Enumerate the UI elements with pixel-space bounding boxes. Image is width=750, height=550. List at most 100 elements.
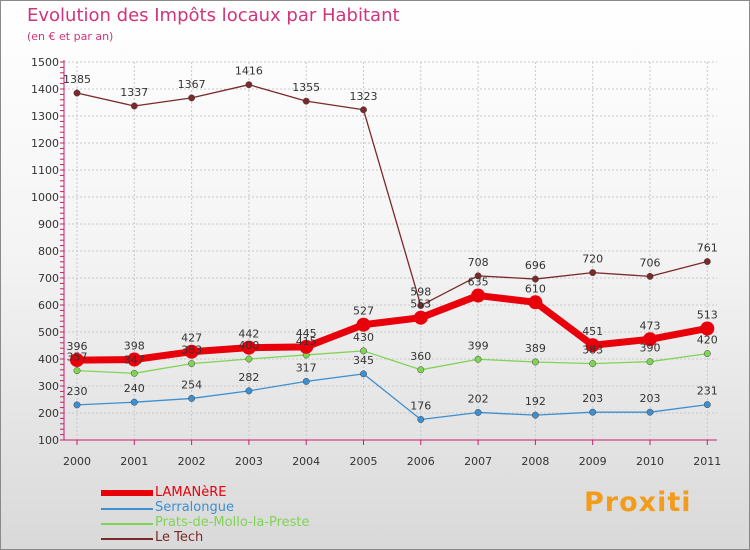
y-tick-label-500: 500 bbox=[38, 326, 59, 339]
data-label-serralongue-2009: 203 bbox=[582, 392, 603, 405]
data-label-le-tech-2011: 761 bbox=[697, 242, 718, 255]
y-tick-label-400: 400 bbox=[38, 353, 59, 366]
point-prats-2000 bbox=[73, 367, 81, 375]
point-le-tech-2011 bbox=[703, 258, 711, 265]
point-prats-2006 bbox=[417, 366, 425, 374]
data-label-prats-2009: 383 bbox=[582, 344, 603, 357]
data-label-le-tech-2005: 1323 bbox=[350, 90, 378, 103]
point-serralongue-2010 bbox=[646, 408, 654, 416]
point-le-tech-2003 bbox=[245, 81, 253, 89]
point-lamanere-2011 bbox=[700, 321, 715, 336]
x-tick-label-2006: 2006 bbox=[407, 455, 435, 468]
point-prats-2001 bbox=[130, 369, 138, 377]
y-tick-label-600: 600 bbox=[38, 299, 59, 312]
point-prats-2011 bbox=[703, 350, 711, 358]
x-tick-label-2008: 2008 bbox=[521, 455, 549, 468]
point-lamanere-2002 bbox=[184, 344, 199, 359]
point-lamanere-2003 bbox=[241, 340, 256, 355]
x-tick-label-2009: 2009 bbox=[579, 455, 607, 468]
data-label-serralongue-2010: 203 bbox=[640, 392, 661, 405]
point-serralongue-2004 bbox=[302, 377, 310, 385]
x-tick-label-2003: 2003 bbox=[235, 455, 263, 468]
data-label-lamanere-2004: 445 bbox=[296, 327, 317, 340]
data-label-prats-2006: 360 bbox=[410, 350, 431, 363]
chart-title: Evolution des Impôts locaux par Habitant bbox=[27, 5, 400, 26]
point-serralongue-2005 bbox=[360, 370, 367, 378]
data-label-lamanere-2011: 513 bbox=[697, 308, 718, 321]
point-le-tech-2000 bbox=[73, 89, 81, 97]
point-lamanere-2006 bbox=[413, 310, 428, 325]
y-tick-label-100: 100 bbox=[38, 434, 59, 447]
data-label-le-tech-2007: 708 bbox=[468, 256, 489, 269]
data-label-prats-2002: 383 bbox=[181, 344, 202, 357]
data-label-serralongue-2007: 202 bbox=[468, 392, 489, 405]
data-label-serralongue-2000: 230 bbox=[67, 385, 88, 398]
point-serralongue-2002 bbox=[188, 394, 196, 402]
series-line-le-tech bbox=[76, 84, 708, 307]
x-tick-label-2001: 2001 bbox=[120, 455, 148, 468]
point-serralongue-2007 bbox=[474, 409, 482, 416]
x-tick-label-2005: 2005 bbox=[350, 455, 378, 468]
point-lamanere-2010 bbox=[643, 332, 657, 347]
point-le-tech-2009 bbox=[589, 269, 597, 277]
point-lamanere-2000 bbox=[70, 353, 84, 368]
data-label-serralongue-2002: 254 bbox=[181, 378, 202, 391]
data-label-le-tech-2006: 598 bbox=[410, 286, 431, 299]
legend-label-serralongue: Serralongue bbox=[155, 500, 234, 515]
point-le-tech-2005 bbox=[360, 106, 367, 114]
point-le-tech-2007 bbox=[474, 272, 482, 280]
data-label-le-tech-2002: 1367 bbox=[178, 78, 206, 91]
y-tick-label-200: 200 bbox=[38, 407, 59, 420]
point-prats-2007 bbox=[474, 355, 482, 363]
series-line-serralongue bbox=[76, 373, 708, 421]
series-line-lamanere bbox=[76, 292, 708, 364]
legend-swatch-serralongue bbox=[101, 508, 153, 510]
data-label-prats-2005: 430 bbox=[353, 331, 374, 344]
legend-label-prats: Prats-de-Mollo-la-Preste bbox=[155, 515, 310, 530]
y-tick-label-1100: 1100 bbox=[31, 164, 59, 177]
data-label-serralongue-2003: 282 bbox=[238, 371, 259, 384]
y-tick-label-1500: 1500 bbox=[31, 56, 59, 69]
chart-subtitle: (en € et par an) bbox=[27, 30, 114, 43]
data-label-le-tech-2003: 1416 bbox=[235, 65, 263, 78]
data-label-prats-2011: 420 bbox=[697, 334, 718, 347]
x-tick-label-2011: 2011 bbox=[693, 455, 721, 468]
point-le-tech-2001 bbox=[130, 102, 138, 110]
grid bbox=[64, 61, 717, 441]
y-tick-label-700: 700 bbox=[38, 272, 59, 285]
y-tick-label-900: 900 bbox=[38, 218, 59, 231]
data-label-lamanere-2002: 427 bbox=[181, 332, 202, 345]
point-lamanere-2001 bbox=[127, 352, 142, 367]
data-label-serralongue-2006: 176 bbox=[410, 399, 431, 412]
data-label-prats-2000: 357 bbox=[67, 351, 88, 364]
point-lamanere-2007 bbox=[471, 288, 486, 303]
point-lamanere-2005 bbox=[356, 317, 371, 332]
data-label-prats-2004: 415 bbox=[296, 335, 317, 348]
data-labels: 1385 1337 1367 1416 1355 1323 598 708 696 720 706 7… bbox=[63, 65, 718, 413]
data-label-serralongue-2008: 192 bbox=[525, 395, 546, 408]
point-le-tech-2010 bbox=[646, 272, 654, 280]
point-prats-2002 bbox=[188, 360, 196, 368]
data-label-prats-2001: 347 bbox=[124, 353, 145, 366]
x-tick-label-2004: 2004 bbox=[292, 455, 320, 468]
data-label-lamanere-2009: 451 bbox=[582, 325, 603, 338]
legend-swatch-lamanere bbox=[101, 490, 153, 496]
point-serralongue-2000 bbox=[73, 401, 81, 409]
data-label-le-tech-2001: 1337 bbox=[120, 86, 148, 99]
point-le-tech-2002 bbox=[188, 94, 196, 102]
x-tick-label-2002: 2002 bbox=[178, 455, 206, 468]
data-label-lamanere-2008: 610 bbox=[525, 282, 546, 295]
data-label-lamanere-2007: 635 bbox=[468, 276, 489, 289]
x-tick-label-2000: 2000 bbox=[63, 455, 91, 468]
point-lamanere-2009 bbox=[585, 338, 600, 353]
point-serralongue-2008 bbox=[531, 411, 539, 419]
point-prats-2005 bbox=[360, 347, 367, 355]
point-serralongue-2006 bbox=[417, 416, 425, 423]
data-label-lamanere-2001: 398 bbox=[124, 340, 145, 353]
y-tick-label-1200: 1200 bbox=[31, 137, 59, 150]
point-serralongue-2009 bbox=[589, 408, 597, 416]
point-lamanere-2008 bbox=[528, 295, 543, 310]
point-le-tech-2004 bbox=[302, 97, 310, 105]
